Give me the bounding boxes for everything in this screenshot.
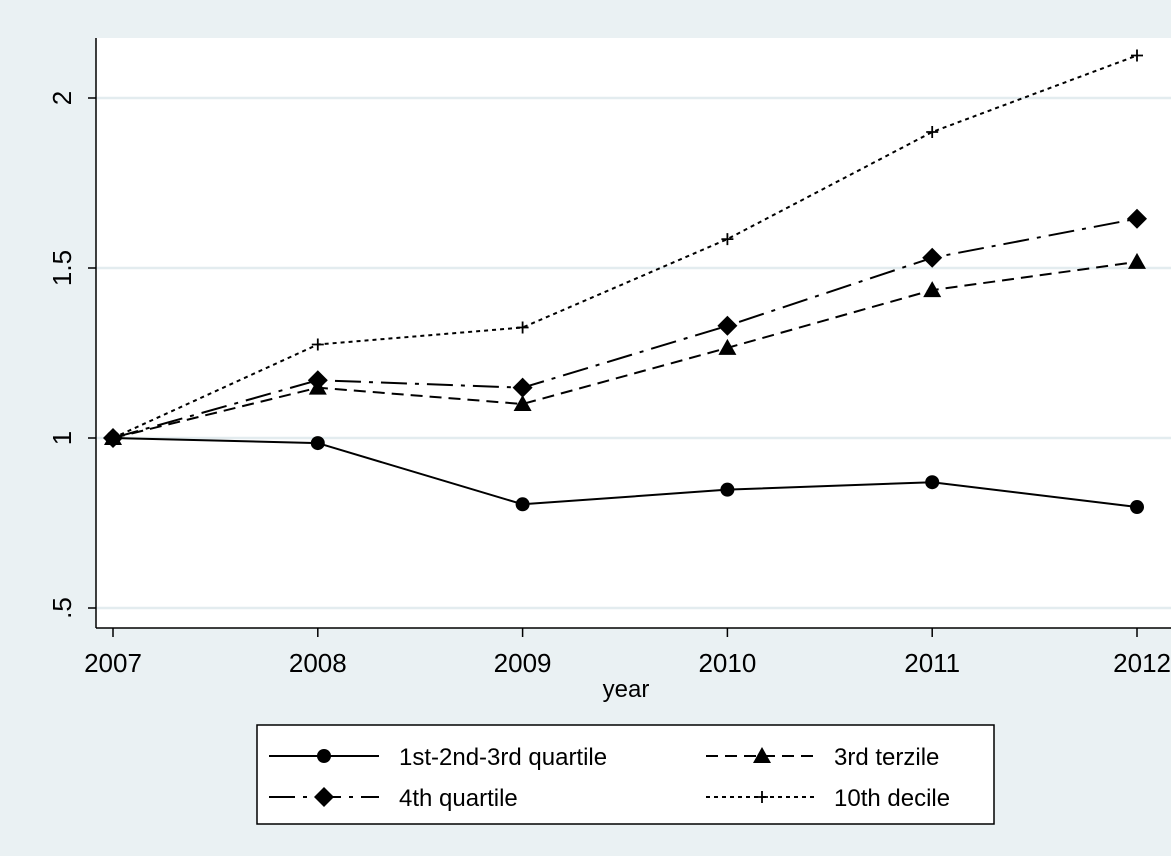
y-tick-label: 1.5 [47, 250, 77, 286]
series-10th-decile [107, 49, 1143, 444]
legend-item-10th-decile: 10th decile [706, 785, 950, 812]
x-tick-label: 2010 [698, 648, 756, 678]
y-axis-ticks: .5 1 1.5 2 [47, 91, 96, 619]
y-tick-label: .5 [47, 597, 77, 619]
legend-item-4th-quartile: 4th quartile [269, 785, 518, 812]
x-axis-title: year [603, 676, 650, 703]
series-line-1st-2nd-3rd-quartile [112, 437, 1138, 509]
legend-box [256, 724, 995, 825]
plot-area [96, 38, 1171, 628]
data-point-4th-quartile [922, 247, 943, 268]
data-point-4th-quartile [307, 370, 328, 391]
legend-label-10th-decile: 10th decile [834, 785, 950, 812]
legend-label-1st-2nd-3rd-quartile: 1st-2nd-3rd quartile [399, 744, 607, 771]
legend-marker-10th-decile [756, 791, 768, 803]
y-tick-label: 2 [47, 91, 77, 105]
gridlines [96, 96, 1171, 610]
data-point-4th-quartile [512, 377, 533, 398]
x-tick-label: 2007 [84, 648, 142, 678]
data-point-10th-decile [926, 126, 939, 138]
legend-marker-3rd-terzile [753, 747, 771, 763]
x-tick-label: 2011 [904, 648, 960, 678]
data-point-1st-2nd-3rd-quartile [720, 482, 735, 497]
series-line-10th-decile [112, 54, 1138, 439]
x-tick-label: 2012 [1113, 648, 1171, 678]
series-layer [103, 49, 1147, 515]
x-tick-label: 2009 [494, 648, 552, 678]
data-point-10th-decile [516, 321, 529, 334]
data-point-4th-quartile [717, 315, 738, 336]
legend-marker-1st-2nd-3rd-quartile [317, 749, 331, 763]
legend: 1st-2nd-3rd quartile 3rd terzile 4th quart… [256, 724, 995, 825]
y-tick-label: 1 [47, 431, 77, 445]
data-point-10th-decile [1131, 49, 1143, 62]
data-point-3rd-terzile [718, 338, 737, 355]
data-point-3rd-terzile [513, 395, 532, 411]
data-point-1st-2nd-3rd-quartile [925, 475, 940, 490]
data-point-4th-quartile [1127, 208, 1147, 229]
data-point-10th-decile [107, 432, 119, 444]
legend-label-3rd-terzile: 3rd terzile [834, 744, 939, 771]
series-line-3rd-terzile [112, 260, 1138, 439]
legend-marker-4th-quartile [314, 787, 334, 807]
series-line-4th-quartile [112, 217, 1138, 439]
data-point-3rd-terzile [923, 281, 942, 298]
legend-item-3rd-terzile: 3rd terzile [706, 744, 939, 771]
data-point-10th-decile [311, 338, 324, 351]
data-point-1st-2nd-3rd-quartile [515, 497, 530, 512]
legend-item-1st-2nd-3rd-quartile: 1st-2nd-3rd quartile [269, 744, 607, 771]
data-point-1st-2nd-3rd-quartile [310, 436, 325, 451]
x-tick-label: 2008 [289, 648, 347, 678]
data-point-1st-2nd-3rd-quartile [1130, 500, 1144, 515]
x-axis-ticks: 2007 2008 2009 2010 2011 2012 [84, 628, 1171, 678]
series-4th-quartile [103, 208, 1147, 448]
data-point-10th-decile [721, 233, 734, 246]
legend-label-4th-quartile: 4th quartile [399, 785, 518, 812]
data-point-3rd-terzile [1128, 252, 1146, 269]
